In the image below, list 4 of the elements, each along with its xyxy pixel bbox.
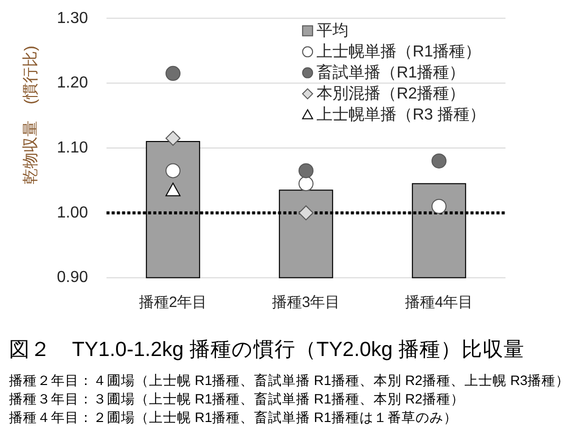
- title: 図２ TY1.0-1.2kg 播種の慣行（TY2.0kg 播種）比収量: [9, 338, 524, 361]
- note: 播種２年目：４圃場（上士幌 R1播種、畜試単播 R1播種、本別 R2播種、上士幌 R3播種）: [9, 373, 570, 388]
- note: 播種３年目：３圃場（上士幌 R1播種、畜試単播 R1播種、本別 R2播種）: [9, 392, 464, 406]
- note: 播種４年目：２圃場（上士幌 R1播種、畜試単播 R1播種は１番草のみ）: [9, 410, 458, 425]
